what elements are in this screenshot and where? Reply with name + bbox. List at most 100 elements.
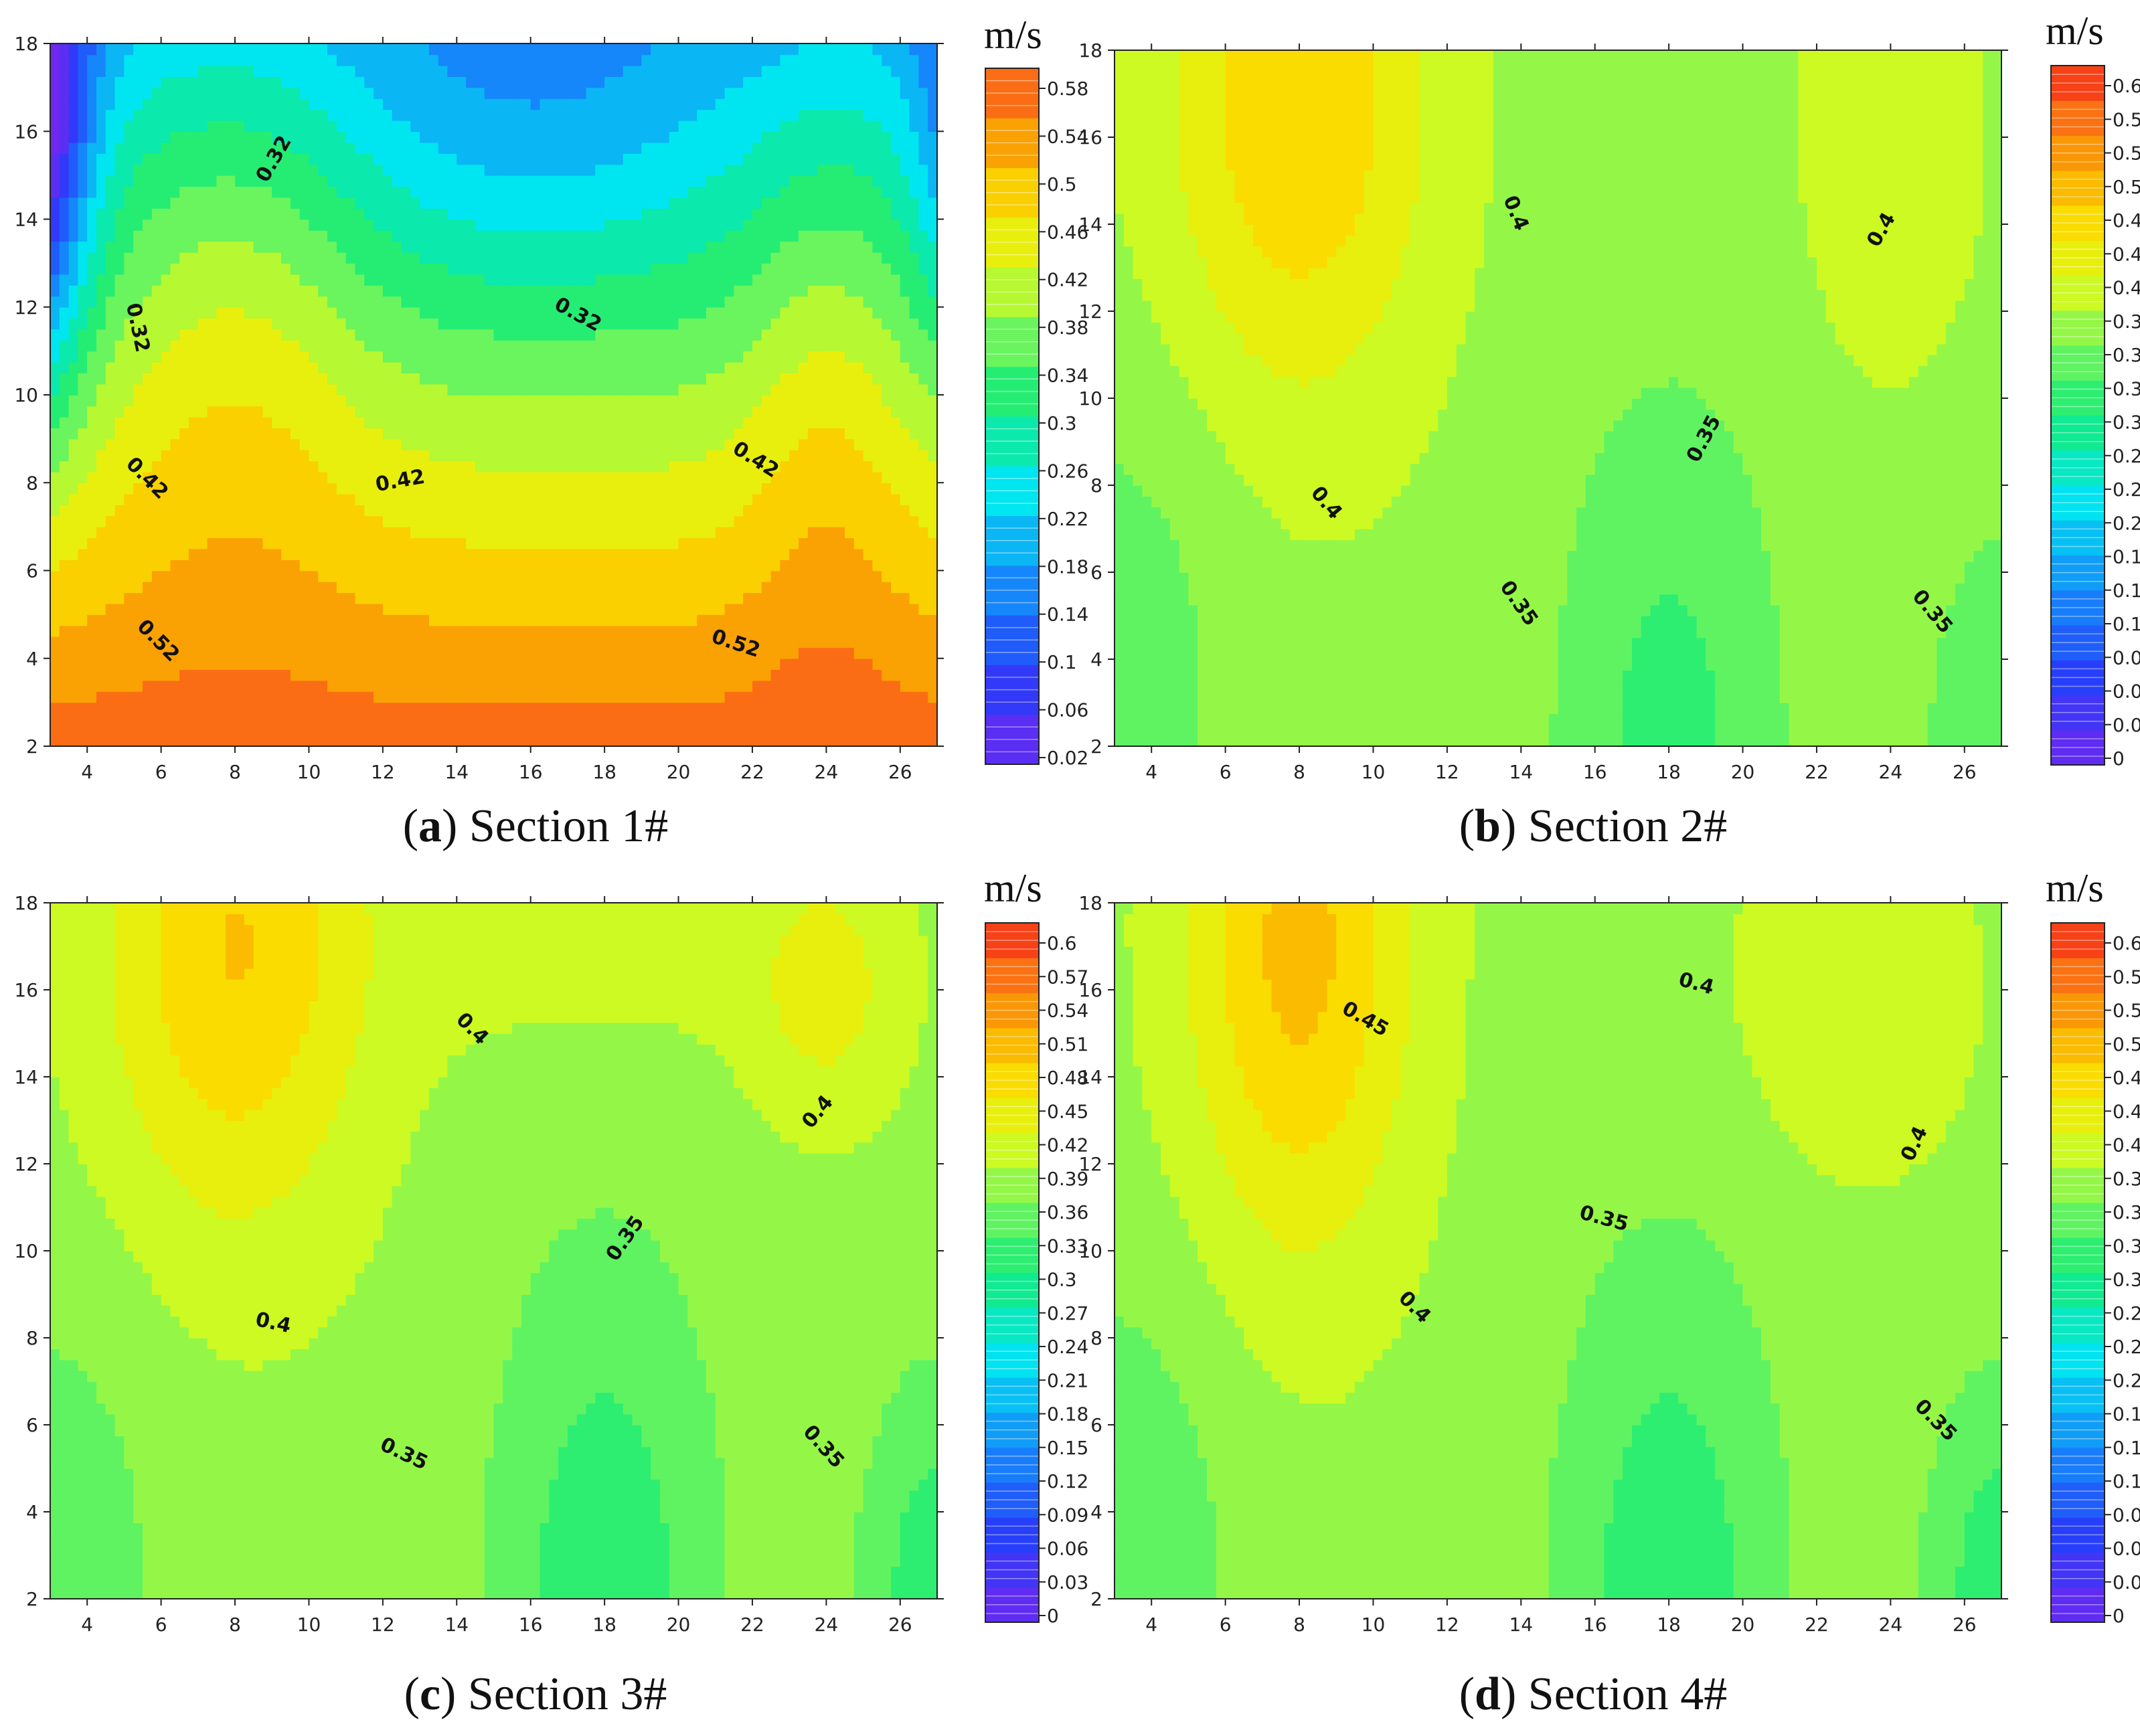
colorbar-tick-label: 0.48	[2113, 1067, 2140, 1089]
caption-c: (c) Section 3#	[321, 1668, 750, 1721]
colorbar-tick-label: 0.54	[2113, 143, 2140, 165]
colorbar-tick-label: 0.09	[2113, 1504, 2140, 1526]
colorbar-tick-label: 0.36	[2113, 1201, 2140, 1223]
colorbar-tick-label: 0.21	[2113, 1369, 2140, 1391]
colorbar-tick-label: 0.57	[2113, 108, 2140, 131]
colorbar: 0.6 0.57 0.54 0.51 0.48 0.45 0.42 0.39 0.36 0.33 0…	[2050, 922, 2140, 1627]
colorbar-band	[985, 317, 1039, 367]
colorbar-band	[2051, 1377, 2105, 1413]
colorbar-tick-label: 0.12	[2113, 613, 2140, 635]
caption-letter: b	[1475, 800, 1501, 852]
colorbar: 0.6 0.57 0.54 0.51 0.48 0.45 0.42 0.39 0.36 0.33 0…	[2050, 65, 2140, 770]
caption-d: (d) Section 4#	[1379, 1668, 1807, 1721]
colorbar-band	[985, 466, 1039, 517]
colorbar-tick-label: 0.46	[1047, 221, 1088, 243]
colorbar-band	[2051, 1447, 2105, 1483]
colorbar-tick-label: 0.48	[2113, 209, 2140, 232]
x-tick-label: 16	[519, 1614, 543, 1636]
colorbar-band	[2051, 729, 2105, 766]
y-tick-label: 14	[14, 1066, 38, 1088]
colorbar-tick-label: 0.3	[1047, 412, 1077, 434]
colorbar-tick-label: 0.18	[2113, 546, 2140, 568]
y-tick-label: 16	[1078, 126, 1102, 149]
colorbar-tick-label: 0.21	[1047, 1369, 1088, 1391]
colorbar-band	[985, 615, 1039, 665]
y-tick-label: 16	[14, 979, 38, 1001]
x-tick-label: 24	[1879, 1614, 1903, 1636]
colorbar-band	[2051, 1063, 2105, 1098]
x-tick-label: 14	[1509, 1614, 1533, 1636]
unit-label: m/s	[984, 866, 1042, 910]
colorbar-band	[2051, 275, 2105, 311]
y-tick-label: 8	[1090, 474, 1102, 497]
y-tick-label: 8	[1090, 1327, 1102, 1349]
x-tick-label: 10	[297, 761, 321, 783]
colorbar-band	[2051, 695, 2105, 731]
y-tick-label: 18	[14, 33, 38, 55]
x-tick-label: 14	[444, 1614, 469, 1636]
y-tick-label: 12	[14, 296, 38, 319]
y-tick-label: 16	[1078, 979, 1102, 1001]
colorbar-tick-label: 0.6	[2113, 75, 2140, 97]
colorbar-band	[985, 167, 1039, 218]
x-tick-label: 22	[740, 761, 764, 783]
colorbar-tick-label: 0.03	[1047, 1571, 1088, 1593]
unit-label: m/s	[984, 13, 1042, 57]
colorbar-tick-label: 0.1	[1047, 651, 1077, 673]
x-tick-label: 24	[1879, 761, 1903, 783]
colorbar-band	[2051, 1272, 2105, 1308]
colorbar-tick-label: 0.51	[2113, 1033, 2140, 1055]
unit-label: m/s	[2046, 866, 2104, 910]
y-tick-label: 14	[1078, 1066, 1102, 1088]
colorbar-band	[2051, 345, 2105, 381]
colorbar-tick-label: 0.57	[1047, 966, 1088, 988]
caption-text: Section 1#	[457, 800, 668, 852]
y-tick-label: 4	[1090, 1501, 1102, 1523]
colorbar-tick-label: 0.36	[2113, 344, 2140, 366]
colorbar-tick-label: 0.14	[1047, 604, 1088, 626]
colorbar-band	[985, 1377, 1039, 1413]
colorbar-tick-label: 0.15	[2113, 580, 2140, 602]
colorbar-tick-label: 0.54	[1047, 1000, 1088, 1022]
colorbar-tick-label: 0.18	[2113, 1403, 2140, 1425]
colorbar-tick-label: 0.12	[2113, 1470, 2140, 1492]
colorbar-band	[2051, 1552, 2105, 1588]
x-tick-label: 18	[592, 761, 616, 783]
caption-letter: a	[418, 800, 442, 852]
colorbar-band	[985, 1132, 1039, 1168]
y-tick-label: 14	[14, 209, 38, 231]
colorbar-band	[985, 665, 1039, 715]
x-tick-label: 24	[815, 1614, 839, 1636]
colorbar-band	[2051, 1307, 2105, 1343]
y-tick-label: 8	[26, 1327, 38, 1349]
colorbar-tick-label: 0.24	[2113, 479, 2140, 501]
colorbar-band	[2051, 958, 2105, 993]
y-tick-label: 2	[1090, 735, 1102, 758]
x-tick-label: 26	[888, 1614, 912, 1636]
caption-letter: c	[420, 1668, 440, 1720]
colorbar-tick-label: 0.51	[1047, 1033, 1088, 1055]
colorbar-band	[985, 217, 1039, 268]
caption-a: (a) Section 1#	[321, 800, 750, 853]
colorbar-tick-label: 0.45	[1047, 1100, 1088, 1122]
colorbar-band	[2051, 1587, 2105, 1623]
colorbar-band	[2051, 310, 2105, 346]
y-tick-label: 12	[14, 1153, 38, 1175]
y-tick-label: 18	[1078, 39, 1102, 62]
colorbar-band	[985, 118, 1039, 169]
colorbar-band	[985, 1098, 1039, 1133]
y-tick-label: 8	[26, 472, 38, 494]
colorbar-band	[985, 1482, 1039, 1518]
colorbar-band	[985, 1342, 1039, 1378]
x-tick-label: 6	[155, 1614, 167, 1636]
caption-b: (b) Section 2#	[1379, 800, 1807, 853]
x-tick-label: 24	[815, 761, 839, 783]
colorbar-band	[2051, 1203, 2105, 1238]
colorbar-band	[985, 416, 1039, 466]
colorbar-band	[2051, 100, 2105, 136]
x-tick-label: 26	[888, 761, 912, 783]
colorbar-band	[985, 1447, 1039, 1483]
colorbar-tick-label: 0.39	[1047, 1168, 1088, 1190]
contour-fill	[50, 44, 937, 746]
colorbar-band	[2051, 170, 2105, 206]
